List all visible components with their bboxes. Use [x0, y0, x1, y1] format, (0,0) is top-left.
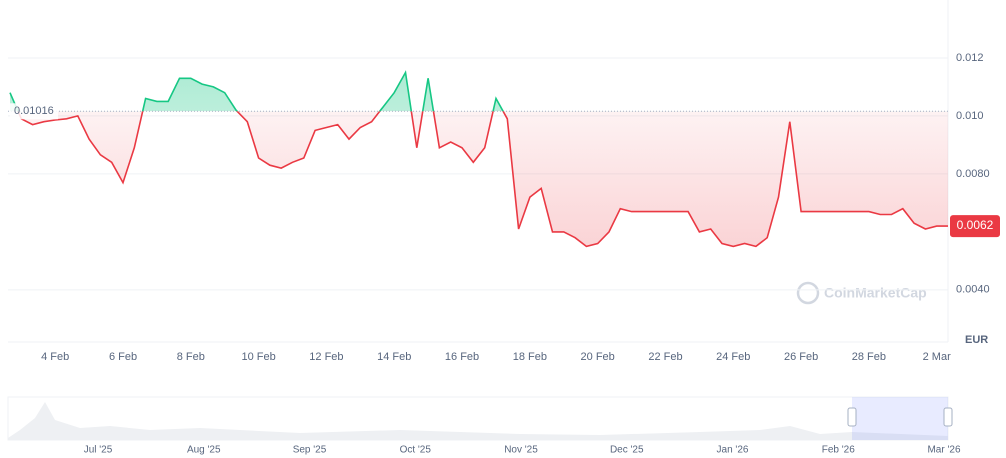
x-tick-label: 6 Feb	[109, 351, 137, 363]
navigator-label: Jul '25	[84, 445, 113, 456]
price-line	[17, 111, 948, 248]
area-above	[10, 72, 504, 112]
navigator-label: Jan '26	[717, 445, 749, 456]
navigator-label: Sep '25	[293, 445, 327, 456]
x-tick-label: 22 Feb	[648, 351, 682, 363]
y-tick-label: 0.012	[956, 52, 984, 64]
x-tick-label: 2 Mar	[923, 351, 951, 363]
x-tick-label: 8 Feb	[177, 351, 205, 363]
watermark: CoinMarketCap	[796, 281, 927, 305]
navigator-handle[interactable]	[847, 407, 857, 427]
current-price-bg	[950, 215, 1000, 238]
x-tick-label: 14 Feb	[377, 351, 411, 363]
x-tick-label: 10 Feb	[242, 351, 276, 363]
y-tick-label: 0.0080	[956, 168, 990, 180]
navigator-label: Oct '25	[400, 445, 432, 456]
navigator-label: Mar '26	[927, 445, 960, 456]
currency-label: EUR	[965, 334, 988, 346]
current-price-label: 0.0062	[957, 218, 994, 232]
navigator-range[interactable]	[852, 397, 948, 440]
x-tick-label: 28 Feb	[852, 351, 886, 363]
x-tick-label: 4 Feb	[41, 351, 69, 363]
x-tick-label: 18 Feb	[513, 351, 547, 363]
y-tick-label: 0.010	[956, 110, 984, 122]
watermark-text: CoinMarketCap	[824, 285, 927, 301]
navigator-label: Dec '25	[610, 445, 644, 456]
navigator-area	[8, 402, 948, 440]
navigator-label: Nov '25	[504, 445, 538, 456]
baseline-label: 0.01016	[14, 105, 54, 117]
x-tick-label: 26 Feb	[784, 351, 818, 363]
area-below	[10, 111, 948, 247]
x-tick-label: 16 Feb	[445, 351, 479, 363]
y-tick-label: 0.0040	[956, 284, 990, 296]
navigator-label: Feb '26	[822, 445, 855, 456]
navigator-handle[interactable]	[943, 407, 953, 427]
baseline-label-bg	[10, 103, 58, 120]
price-line	[9, 70, 505, 112]
x-tick-label: 12 Feb	[309, 351, 343, 363]
x-tick-label: 24 Feb	[716, 351, 750, 363]
navigator-label: Aug '25	[187, 445, 221, 456]
x-tick-label: 20 Feb	[581, 351, 615, 363]
